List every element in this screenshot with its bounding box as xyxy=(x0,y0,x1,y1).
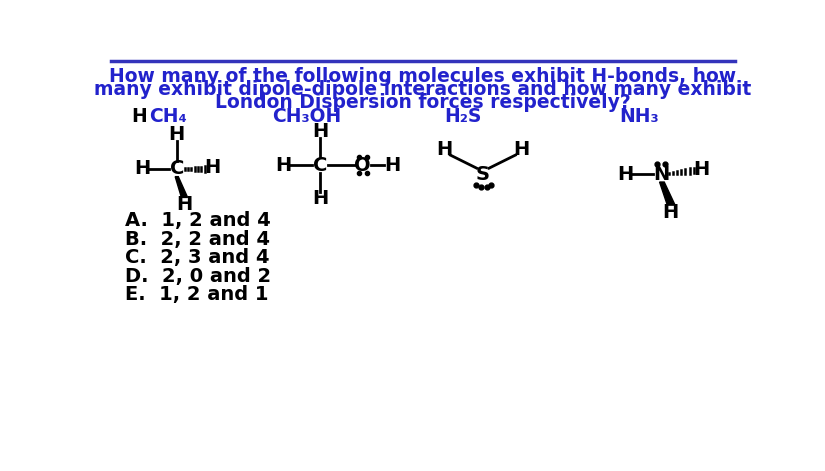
Text: N: N xyxy=(653,165,669,184)
Text: E.  1, 2 and 1: E. 1, 2 and 1 xyxy=(125,285,268,304)
Text: D.  2, 0 and 2: D. 2, 0 and 2 xyxy=(125,267,271,286)
Text: H: H xyxy=(436,140,452,159)
Text: S: S xyxy=(476,165,490,184)
Text: CH₃OH: CH₃OH xyxy=(272,106,342,126)
Polygon shape xyxy=(175,177,187,197)
Text: CH₄: CH₄ xyxy=(149,106,187,126)
Text: C.  2, 3 and 4: C. 2, 3 and 4 xyxy=(125,248,269,267)
Text: H: H xyxy=(617,165,634,184)
Text: H: H xyxy=(312,122,328,141)
Text: B.  2, 2 and 4: B. 2, 2 and 4 xyxy=(125,230,270,249)
Polygon shape xyxy=(659,182,675,205)
Text: H: H xyxy=(312,189,328,209)
Text: H: H xyxy=(513,140,530,159)
Text: H: H xyxy=(662,203,678,222)
Text: H: H xyxy=(168,125,185,144)
Text: H₂S: H₂S xyxy=(444,106,482,126)
Text: NH₃: NH₃ xyxy=(620,106,659,126)
Text: H: H xyxy=(134,160,151,179)
Text: H: H xyxy=(693,160,710,179)
Text: A.  1, 2 and 4: A. 1, 2 and 4 xyxy=(125,211,271,230)
Text: O: O xyxy=(355,155,371,175)
Text: London Dispersion forces respectively?: London Dispersion forces respectively? xyxy=(214,93,630,113)
Text: H: H xyxy=(275,155,291,175)
Text: How many of the following molecules exhibit H-bonds, how: How many of the following molecules exhi… xyxy=(109,67,736,86)
Text: H: H xyxy=(205,158,220,177)
Text: H: H xyxy=(131,106,147,126)
Text: H: H xyxy=(177,195,192,214)
Text: many exhibit dipole-dipole interactions and how many exhibit: many exhibit dipole-dipole interactions … xyxy=(94,81,751,99)
Text: C: C xyxy=(170,160,184,179)
Text: H: H xyxy=(384,155,400,175)
Text: C: C xyxy=(313,155,328,175)
